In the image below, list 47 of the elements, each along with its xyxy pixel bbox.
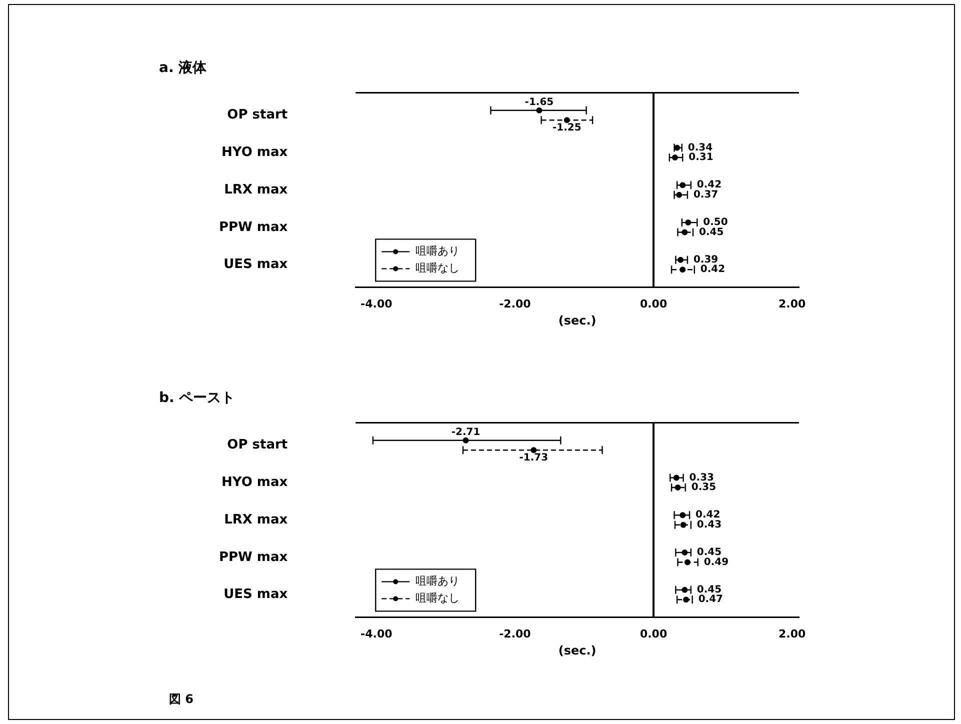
data-label: 0.42 <box>696 510 720 521</box>
data-label: -1.73 <box>519 452 548 464</box>
data-label: -1.25 <box>552 122 582 134</box>
data-label: 0.45 <box>696 547 722 558</box>
data-label: 0.39 <box>693 254 718 266</box>
y-tick-label: OP start <box>227 108 288 123</box>
data-label: 0.45 <box>699 226 724 238</box>
y-tick-label: HYO max <box>222 474 288 490</box>
y-tick-label: LRX max <box>224 182 288 198</box>
y-tick-label: LRX max <box>224 512 288 528</box>
data-label: 0.31 <box>688 152 714 164</box>
y-tick-label: PPW max <box>219 220 288 235</box>
legend-label: 咀嚼なし <box>416 262 460 275</box>
data-label: 0.33 <box>689 472 714 484</box>
text: a. 液体 <box>159 59 208 76</box>
text: b. ペースト <box>159 390 236 406</box>
x-tick-label: -2.00 <box>499 298 532 311</box>
data-label: 0.45 <box>696 584 722 596</box>
data-label: 0.37 <box>693 189 718 200</box>
x-tick-label: 0.00 <box>640 628 668 641</box>
y-tick-label: HYO max <box>222 144 288 160</box>
legend-label: 咀嚼あり <box>416 574 460 588</box>
data-label: -1.65 <box>524 96 554 108</box>
x-tick-label: -4.00 <box>360 628 393 641</box>
caption: 図 6 <box>169 691 194 708</box>
x-tick-label: 2.00 <box>778 298 806 311</box>
legend-label: 咀嚼なし <box>416 592 460 605</box>
x-tick-label: 2.00 <box>778 628 806 641</box>
data-label: 0.34 <box>688 142 713 154</box>
data-label: 0.42 <box>696 180 722 191</box>
data-label: 0.50 <box>703 217 728 228</box>
y-tick-label: OP start <box>227 438 288 453</box>
y-tick-label: UES max <box>224 587 288 602</box>
data-label: -2.71 <box>451 426 480 438</box>
x-axis-title: (sec.) <box>558 644 596 658</box>
y-tick-label: UES max <box>224 257 288 272</box>
data-label: 0.42 <box>700 264 726 276</box>
data-label: 0.35 <box>691 482 716 494</box>
x-tick-label: -2.00 <box>499 628 532 641</box>
data-label: 0.43 <box>696 519 722 530</box>
x-axis-title: (sec.) <box>558 314 596 328</box>
y-tick-label: PPW max <box>219 550 288 565</box>
data-label: 0.47 <box>698 594 724 606</box>
x-tick-label: -4.00 <box>360 298 393 311</box>
legend-label: 咀嚼あり <box>416 244 460 258</box>
x-tick-label: 0.00 <box>640 298 668 311</box>
data-label: 0.49 <box>704 556 729 568</box>
